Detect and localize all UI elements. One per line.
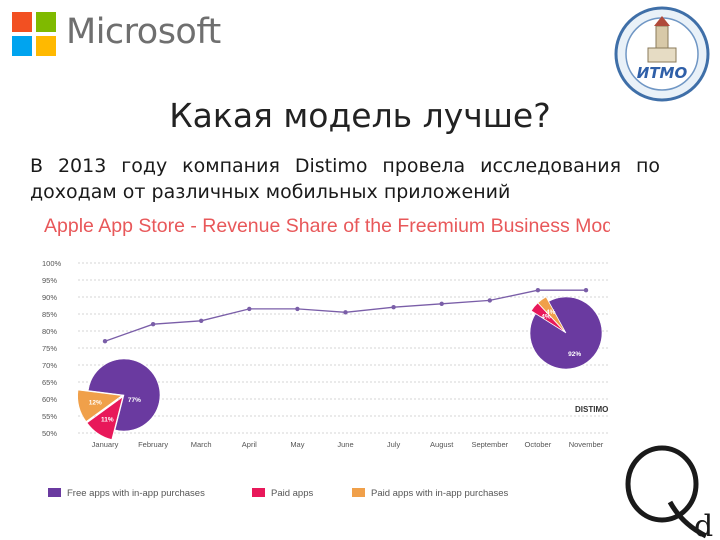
pie-slice-label: 4% xyxy=(541,313,551,320)
y-tick-label: 80% xyxy=(42,327,57,336)
legend-swatch xyxy=(252,488,265,497)
data-point xyxy=(150,322,156,327)
chart-legend: Free apps with in-app purchases Paid apps… xyxy=(48,488,509,499)
data-point xyxy=(439,301,444,306)
data-point xyxy=(295,306,300,312)
x-tick-label: September xyxy=(471,440,508,449)
y-tick-label: 60% xyxy=(42,395,57,404)
y-tick-label: 65% xyxy=(42,378,57,387)
x-axis-tick-labels: January February March April May June July Augu… xyxy=(92,440,604,449)
itmo-logo-text: ИТМО xyxy=(637,64,688,82)
pie-slice-label: 92% xyxy=(568,351,581,358)
pie-slice xyxy=(529,296,603,370)
y-tick-label: 100% xyxy=(42,259,62,268)
data-point xyxy=(391,305,396,310)
legend-swatch xyxy=(352,488,365,497)
ms-logo-square-green xyxy=(36,12,56,32)
pie-slice xyxy=(530,302,566,333)
x-tick-label: August xyxy=(430,440,454,449)
chart-gridlines xyxy=(78,262,608,434)
y-tick-label: 75% xyxy=(42,344,57,353)
qd-logo-icon: d xyxy=(625,445,713,540)
x-tick-label: March xyxy=(191,440,212,449)
legend-label: Free apps with in-app purchases xyxy=(67,488,205,499)
y-tick-label: 70% xyxy=(42,361,57,370)
x-tick-label: April xyxy=(242,440,257,449)
ms-logo-square-blue xyxy=(12,36,32,56)
x-tick-label: June xyxy=(337,440,353,449)
microsoft-wordmark: Microsoft xyxy=(66,12,221,52)
x-tick-label: February xyxy=(138,440,168,449)
ms-logo-square-red xyxy=(12,12,32,32)
x-tick-label: October xyxy=(525,440,552,449)
slide-subtitle: В 2013 году компания Distimo провела исс… xyxy=(30,155,660,203)
pie-slice-label: 11% xyxy=(101,417,114,424)
x-tick-label: January xyxy=(92,440,119,449)
data-point xyxy=(102,339,108,344)
pie-charts: 77% 11% 12% 92% 4%4% xyxy=(77,296,603,440)
chart-title: Apple App Store - Revenue Share of the F… xyxy=(44,215,610,237)
data-point xyxy=(487,298,492,303)
series-line xyxy=(102,288,589,344)
pie-slice-label: 12% xyxy=(89,399,102,406)
qd-logo-text: d xyxy=(694,509,713,540)
revenue-share-chart: Apple App Store - Revenue Share of the F… xyxy=(42,215,610,499)
data-point xyxy=(247,306,252,312)
x-tick-label: July xyxy=(387,440,401,449)
y-tick-label: 50% xyxy=(42,429,57,438)
pie-slice xyxy=(86,396,124,440)
data-point xyxy=(199,318,204,323)
legend-label: Paid apps xyxy=(271,488,314,499)
pie-slice xyxy=(537,296,566,333)
y-axis-tick-labels: 50% 55% 60% 65% 70% 75% 80% 85% 90% 95% 100% xyxy=(42,259,62,438)
microsoft-logo-icon xyxy=(12,12,56,56)
x-tick-label: November xyxy=(569,440,604,449)
legend-label: Paid apps with in-app purchases xyxy=(371,488,509,499)
y-tick-label: 85% xyxy=(42,310,57,319)
pie-slice-label: 77% xyxy=(128,397,141,404)
pie-slice xyxy=(87,358,161,432)
data-point xyxy=(535,288,541,293)
data-point xyxy=(583,288,589,293)
series-line-path xyxy=(104,289,586,342)
pie-slice-label: 4% xyxy=(546,309,556,316)
pie-slice xyxy=(77,389,123,422)
ms-logo-square-yellow xyxy=(36,36,56,56)
slide-title: Какая модель лучше? xyxy=(169,96,551,135)
y-tick-label: 55% xyxy=(42,412,57,421)
x-tick-label: May xyxy=(290,440,304,449)
y-tick-label: 90% xyxy=(42,293,57,302)
legend-swatch xyxy=(48,488,61,497)
itmo-university-logo-icon: ИТМО xyxy=(614,6,710,102)
distimo-source-logo: DISTIMO xyxy=(575,405,608,414)
data-point xyxy=(343,310,348,315)
y-tick-label: 95% xyxy=(42,276,57,285)
